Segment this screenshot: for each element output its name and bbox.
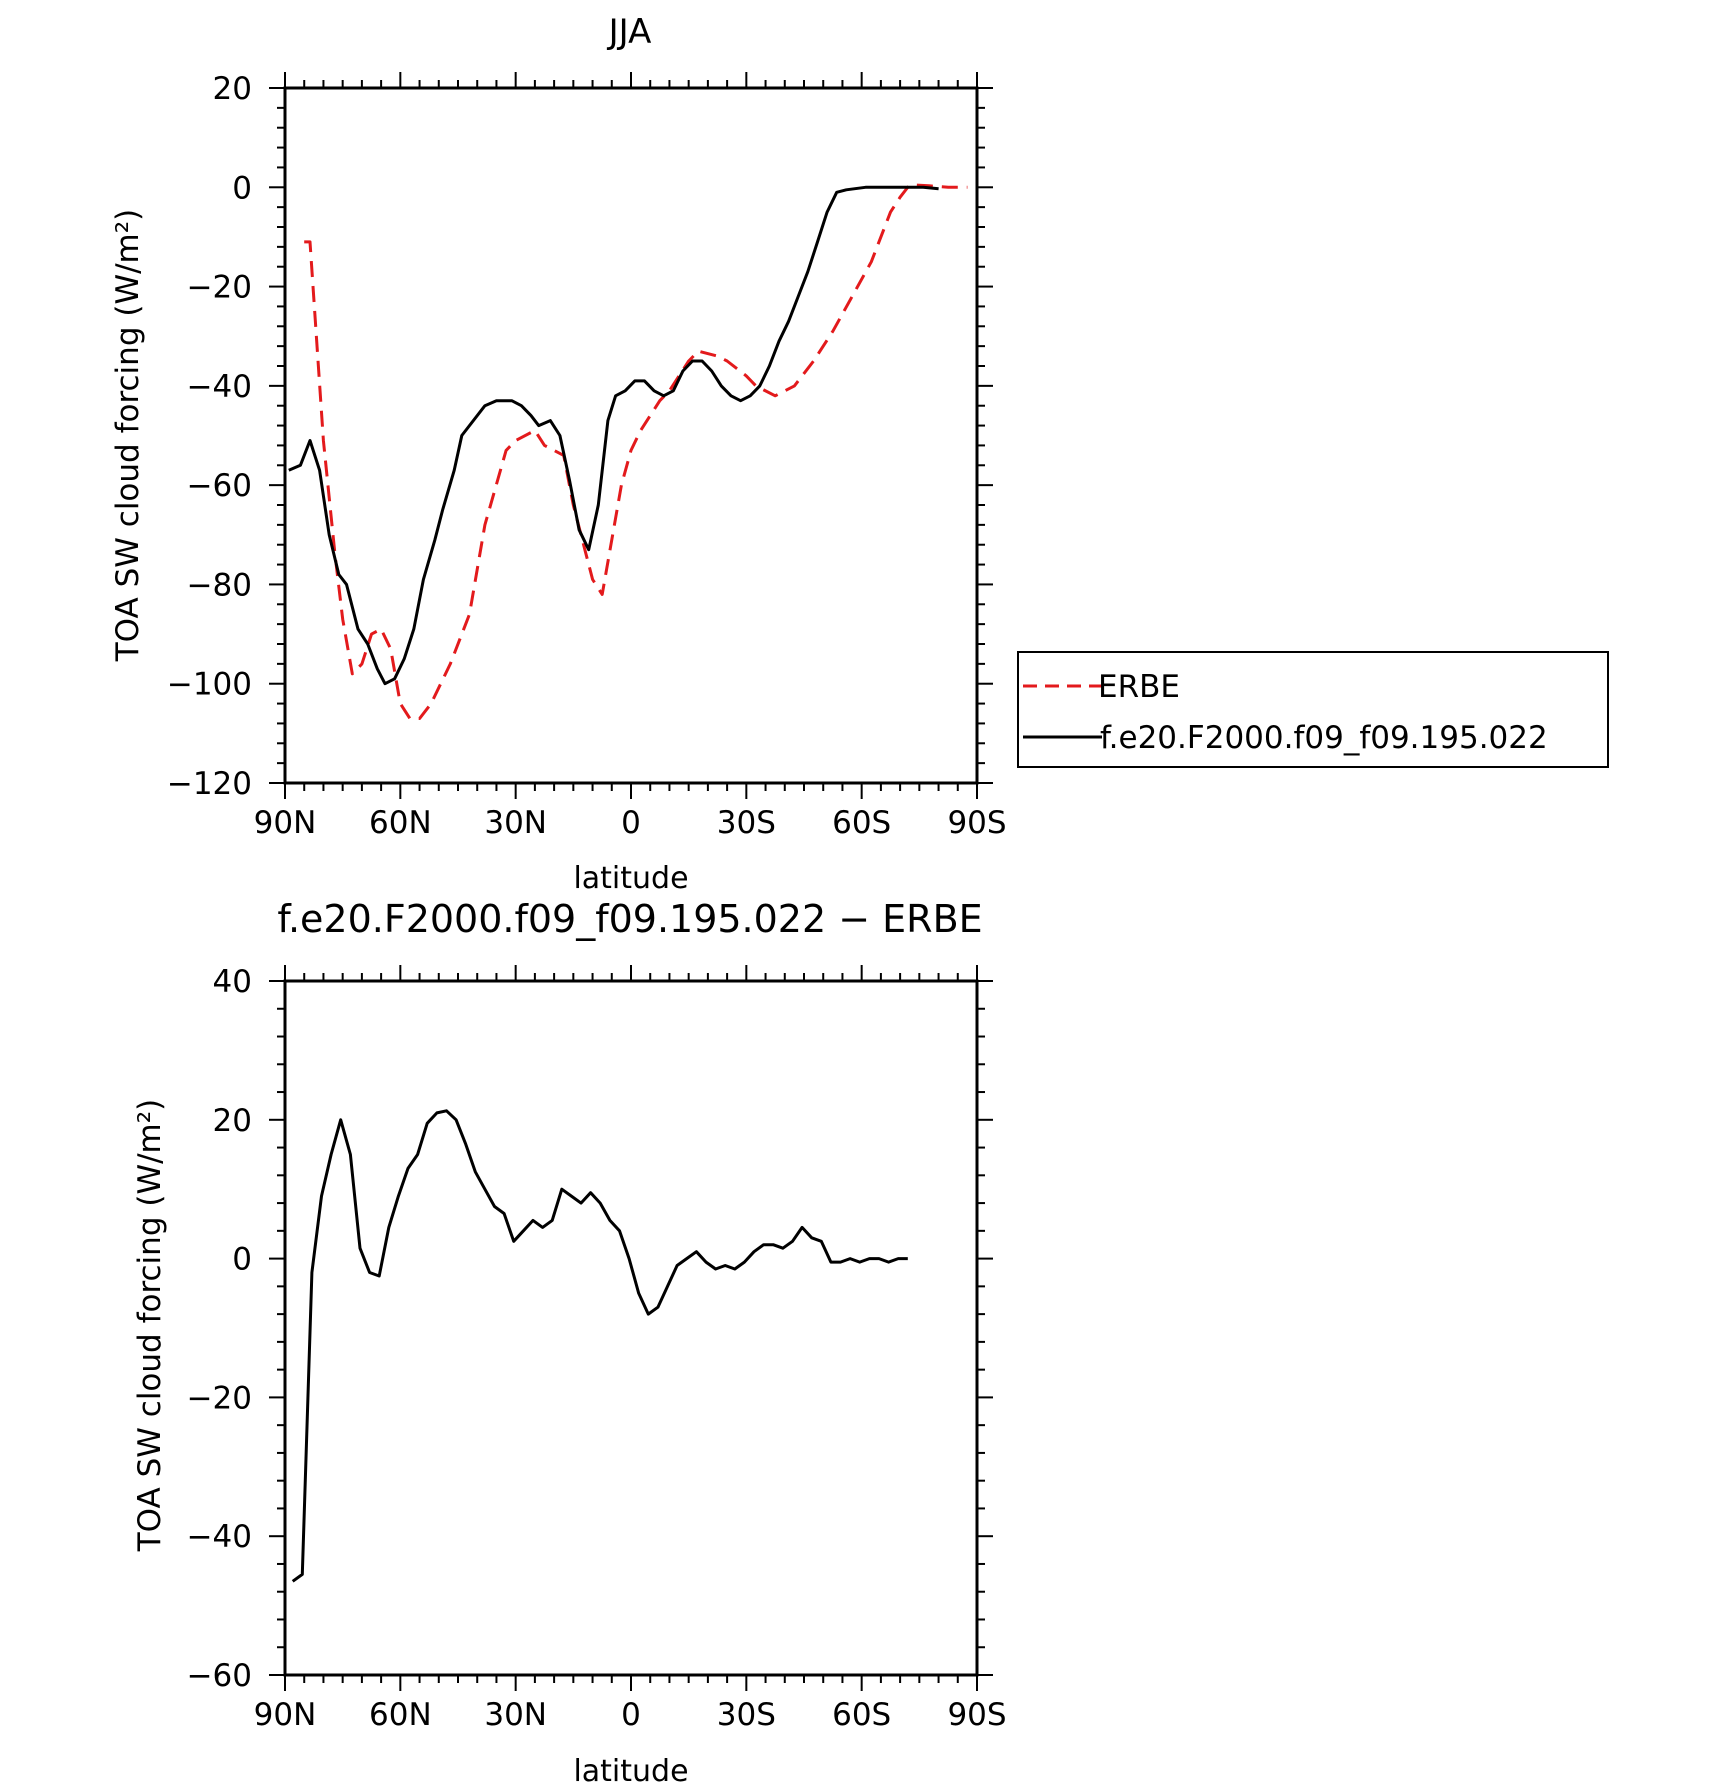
plot-frame <box>283 86 979 785</box>
y-tick-label: −20 <box>187 270 252 306</box>
x-tick-label: 60S <box>832 805 891 841</box>
series-line-erbe <box>304 183 968 720</box>
x-tick-label: 60N <box>369 805 432 841</box>
series-layer <box>291 1109 908 1583</box>
y-tick-label: 40 <box>213 964 252 1000</box>
x-tick-label: 0 <box>621 1697 641 1733</box>
y-axis: 20 0 −20 −40 −60 −80 −100 −120 <box>167 71 993 802</box>
x-axis: 90N 60N 30N 0 30S 60S 90S <box>254 965 1007 1733</box>
x-tick-label: 30S <box>717 805 776 841</box>
legend: ERBE f.e20.F2000.f09_f09.195.022 <box>1017 651 1609 768</box>
series-line-difference <box>291 1109 908 1583</box>
y-tick-label: 0 <box>232 170 252 206</box>
y-tick-label: −40 <box>187 369 252 405</box>
x-axis-label: latitude <box>573 861 688 896</box>
y-tick-label: −60 <box>187 468 252 504</box>
y-tick-label: −60 <box>187 1658 252 1694</box>
x-axis-label: latitude <box>573 1754 688 1783</box>
y-tick-label: −100 <box>167 667 252 703</box>
y-tick-label: −120 <box>167 766 252 802</box>
y-tick-label: 20 <box>213 1103 252 1139</box>
legend-box <box>1017 651 1609 768</box>
x-tick-label: 30S <box>717 1697 776 1733</box>
y-tick-label: 20 <box>213 71 252 107</box>
x-tick-label: 90N <box>254 805 317 841</box>
series-line-f-e20-f2000-f09-f09-195-022 <box>288 185 939 686</box>
x-tick-label: 90S <box>947 805 1006 841</box>
x-tick-label: 60N <box>369 1697 432 1733</box>
bottom-chart: f.e20.F2000.f09_f09.195.022 − ERBE 40 20 0… <box>132 897 1007 1783</box>
chart-title: f.e20.F2000.f09_f09.195.022 − ERBE <box>277 897 982 941</box>
y-tick-label: −80 <box>187 567 252 603</box>
x-tick-label: 30N <box>484 1697 547 1733</box>
y-axis-label: TOA SW cloud forcing (W/m²) <box>132 1099 168 1553</box>
y-axis: 40 20 0 −20 −40 −60 <box>187 964 993 1694</box>
x-tick-label: 90S <box>947 1697 1006 1733</box>
x-axis: 90N 60N 30N 0 30S 60S 90S <box>254 72 1007 841</box>
y-tick-label: 0 <box>232 1242 252 1278</box>
x-tick-label: 60S <box>832 1697 891 1733</box>
y-tick-label: −20 <box>187 1380 252 1416</box>
x-tick-label: 0 <box>621 805 641 841</box>
top-chart: JJA 20 0 −20 −40 −60 −80 −100 −120 90N 60N 30N 0 30… <box>110 12 1007 896</box>
legend-label-erbe: ERBE <box>1098 669 1180 705</box>
plot-frame <box>283 979 979 1677</box>
x-tick-label: 30N <box>484 805 547 841</box>
x-tick-label: 90N <box>254 1697 317 1733</box>
chart-title: JJA <box>607 12 652 52</box>
legend-label-model: f.e20.F2000.f09_f09.195.022 <box>1100 720 1548 756</box>
y-tick-label: −40 <box>187 1519 252 1555</box>
y-axis-label: TOA SW cloud forcing (W/m²) <box>110 209 146 663</box>
series-layer <box>288 183 968 720</box>
